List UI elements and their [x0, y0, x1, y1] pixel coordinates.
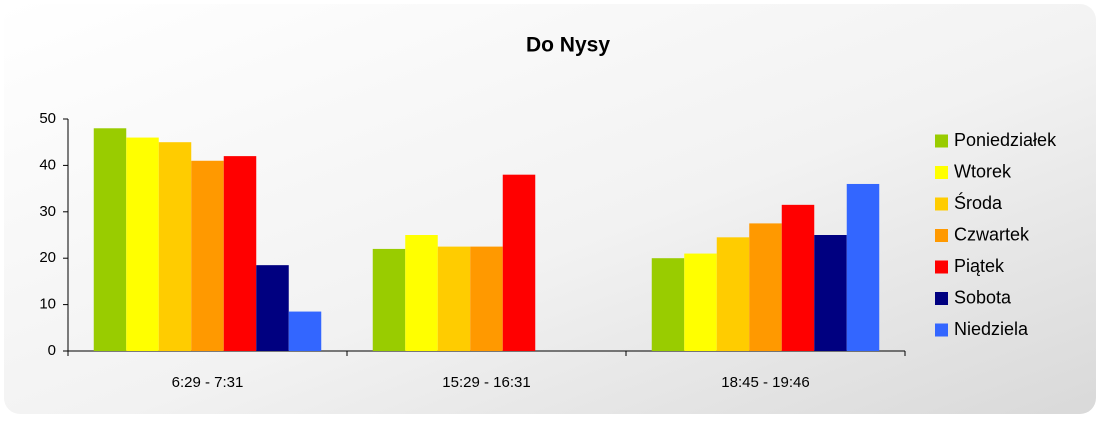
y-tick-label: 50 — [39, 110, 56, 127]
bar — [470, 246, 503, 351]
legend-swatch — [935, 260, 948, 274]
bar — [502, 174, 536, 351]
x-tick-label: 15:29 - 16:31 — [442, 374, 530, 391]
legend-swatch — [935, 197, 948, 211]
x-tick-label: 6:29 - 7:31 — [172, 374, 244, 391]
legend-swatch — [935, 229, 948, 242]
bar — [288, 311, 322, 351]
y-tick-label: 0 — [48, 342, 56, 359]
y-tick-label: 10 — [39, 296, 56, 313]
legend-label: Czwartek — [954, 224, 1030, 244]
bar — [372, 248, 406, 351]
bar — [684, 253, 717, 351]
legend-label: Niedziela — [954, 319, 1029, 339]
legend-swatch — [935, 292, 948, 305]
chart-title: Do Nysy — [526, 34, 610, 57]
legend-swatch — [935, 323, 948, 337]
bar — [256, 265, 289, 351]
bar — [437, 246, 471, 351]
legend-label: Piątek — [954, 256, 1005, 276]
bar — [846, 183, 880, 351]
legend-label: Sobota — [954, 287, 1012, 307]
y-tick-label: 40 — [39, 156, 56, 173]
legend-label: Środa — [954, 192, 1003, 213]
bar — [749, 223, 782, 351]
bar — [158, 142, 192, 351]
x-tick-label: 18:45 - 19:46 — [721, 374, 809, 391]
bar — [126, 137, 159, 351]
legend-label: Wtorek — [954, 161, 1012, 181]
bar — [405, 235, 438, 351]
bar — [93, 128, 127, 351]
y-tick-label: 20 — [39, 249, 56, 266]
bar — [814, 235, 847, 351]
legend-swatch — [935, 166, 948, 179]
bar — [191, 160, 224, 351]
bar — [781, 204, 815, 351]
bar — [223, 156, 257, 351]
bar — [651, 258, 685, 351]
bar — [716, 237, 750, 351]
legend-swatch — [935, 134, 948, 148]
legend-label: Poniedziałek — [954, 130, 1057, 150]
y-tick-label: 30 — [39, 203, 56, 220]
